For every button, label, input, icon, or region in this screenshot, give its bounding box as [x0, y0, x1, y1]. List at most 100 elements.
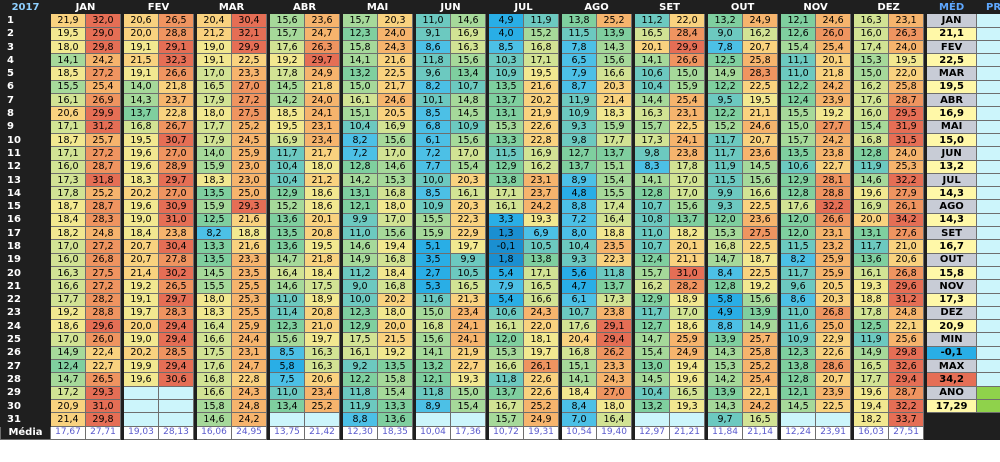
day-row: 22 17,7 28,2 19,1 29,7 18,0 25,3 11,0 18,9 10,0 20… — [0, 292, 1000, 307]
min-temp-cell: 17,2 — [50, 385, 86, 400]
min-temp-cell: 17,7 — [853, 372, 890, 387]
max-temp-cell: 16,5 — [450, 279, 487, 294]
max-temp-cell: 26,5 — [85, 372, 121, 387]
prec-cell[interactable] — [976, 398, 1000, 414]
day-number: 16 — [0, 212, 51, 228]
min-temp-cell: 16,3 — [853, 13, 890, 28]
max-temp-cell: 30,4 — [230, 13, 268, 28]
prec-cell[interactable] — [976, 66, 1000, 81]
prec-cell[interactable] — [976, 279, 1000, 294]
max-temp-cell: 22,0 — [523, 319, 560, 334]
max-temp-cell: 20,0 — [377, 319, 414, 334]
min-temp-cell: 12,9 — [269, 186, 306, 201]
min-temp-cell: 11,5 — [561, 26, 598, 41]
prec-cell[interactable] — [976, 385, 1000, 400]
prec-cell[interactable] — [976, 132, 1000, 148]
max-temp-cell: 24,2 — [815, 79, 852, 95]
max-temp-cell: 22,5 — [742, 199, 779, 214]
max-temp-cell: 16,3 — [304, 345, 341, 361]
prec-cell[interactable] — [976, 212, 1000, 228]
prec-cell[interactable] — [976, 265, 1000, 281]
prec-cell[interactable] — [976, 412, 1000, 427]
prec-cell[interactable] — [976, 239, 1000, 254]
max-temp-cell: 18,8 — [596, 226, 633, 241]
prec-cell[interactable] — [976, 39, 1000, 55]
max-temp-cell: 29,7 — [304, 53, 341, 68]
min-temp-cell: 13,8 — [780, 359, 817, 374]
max-temp-cell: 18,0 — [596, 398, 633, 414]
min-temp-cell: 11,8 — [415, 385, 452, 400]
media-label: Média — [0, 425, 51, 440]
max-temp-cell: 25,4 — [742, 372, 779, 387]
min-temp-cell: 19,1 — [196, 53, 232, 68]
max-temp-cell: 22,7 — [450, 359, 487, 374]
prec-cell[interactable] — [976, 186, 1000, 201]
min-temp-cell: 12,2 — [342, 372, 379, 387]
min-temp-cell: 4,9 — [707, 305, 744, 321]
prec-cell[interactable] — [976, 159, 1000, 174]
prec-cell[interactable] — [976, 93, 1000, 108]
min-temp-cell: 19,7 — [123, 305, 159, 321]
prec-cell[interactable] — [976, 172, 1000, 188]
media-min-value: 10,04 — [415, 425, 452, 440]
prec-cell[interactable] — [976, 106, 1000, 121]
prec-cell[interactable] — [976, 199, 1000, 214]
day-number: 6 — [0, 79, 51, 95]
min-temp-cell: 11,0 — [780, 66, 817, 81]
prec-cell[interactable] — [976, 319, 1000, 334]
prec-cell[interactable] — [976, 13, 1000, 28]
max-temp-cell: 16,5 — [523, 279, 560, 294]
prec-cell[interactable] — [976, 146, 1000, 161]
max-temp-cell: 15,6 — [377, 226, 414, 241]
max-temp-cell: 27,5 — [85, 265, 121, 281]
min-temp-cell: 10,9 — [561, 106, 598, 121]
day-number: 24 — [0, 319, 51, 334]
max-temp-cell: 13,7 — [596, 146, 633, 161]
max-temp-cell: 22,0 — [669, 13, 706, 28]
max-temp-cell: 18,4 — [377, 265, 414, 281]
prec-cell[interactable] — [976, 119, 1000, 134]
max-temp-cell: 26,3 — [304, 39, 341, 55]
header-row: 2017 JAN FEV MAR ABR MAI JUN JUL AGO SET OUT NOV DE… — [0, 0, 1000, 15]
max-temp-cell: 22,8 — [523, 132, 560, 148]
prec-cell[interactable] — [976, 345, 1000, 361]
min-temp-cell: 18,3 — [196, 172, 232, 188]
max-temp-cell: 23,1 — [523, 172, 560, 188]
prec-cell[interactable] — [976, 305, 1000, 321]
max-temp-cell: 19,3 — [450, 372, 487, 387]
year-header: 2017 — [0, 0, 51, 15]
prec-cell[interactable] — [976, 26, 1000, 41]
prec-cell[interactable] — [976, 79, 1000, 95]
min-temp-cell: 19,1 — [123, 39, 159, 55]
max-temp-cell: 21,7 — [377, 79, 414, 95]
max-temp-cell: 10,5 — [523, 239, 560, 254]
summary-value-nov: 17,3 — [926, 292, 978, 307]
min-temp-cell: 17,9 — [196, 93, 232, 108]
min-temp-cell: 11,7 — [707, 146, 744, 161]
max-temp-cell: 15,6 — [450, 132, 487, 148]
prec-cell[interactable] — [976, 372, 1000, 387]
max-temp-cell: 16,9 — [450, 26, 487, 41]
day-row: 13 17,3 31,8 18,3 29,7 18,3 23,0 10,4 21,2 14,2 15… — [0, 172, 1000, 188]
max-temp-cell: 26,6 — [815, 212, 852, 228]
min-temp-cell: 13,6 — [269, 239, 306, 254]
day-number: 27 — [0, 359, 51, 374]
min-temp-cell: 14,4 — [634, 93, 671, 108]
min-temp-cell: 12,1 — [780, 13, 817, 28]
max-temp-cell: 28,8 — [158, 26, 194, 41]
max-temp-cell: 21,8 — [815, 66, 852, 81]
max-temp-cell: 26,0 — [85, 332, 121, 347]
max-temp-cell: 31,2 — [85, 119, 121, 134]
max-temp-cell: 25,2 — [304, 398, 341, 414]
prec-cell[interactable] — [976, 332, 1000, 347]
prec-cell[interactable] — [976, 292, 1000, 307]
prec-cell[interactable] — [976, 359, 1000, 374]
min-temp-cell: 19,2 — [50, 305, 86, 321]
prec-cell[interactable] — [976, 226, 1000, 241]
min-temp-cell: 18,8 — [853, 292, 890, 307]
max-temp-cell: 31,5 — [888, 132, 925, 148]
prec-cell[interactable] — [976, 53, 1000, 68]
min-temp-cell: 10,0 — [415, 172, 452, 188]
min-temp-cell: 19,6 — [123, 159, 159, 174]
prec-cell[interactable] — [976, 252, 1000, 267]
